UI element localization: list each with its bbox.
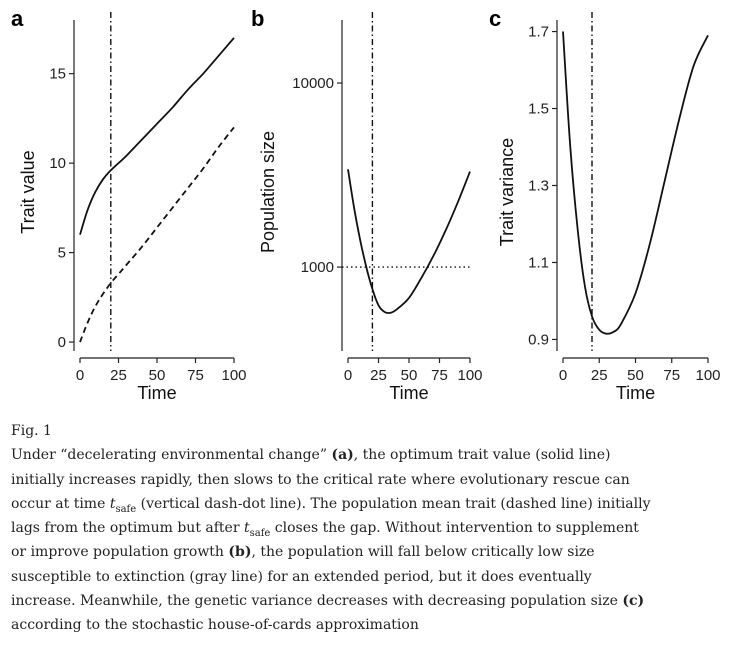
panel-c-y-tick-label: 1.1 xyxy=(528,254,549,271)
panel-ref-b: (b) xyxy=(228,544,252,561)
panel-b-y-tick-label: 10000 xyxy=(292,75,334,92)
panel-a-x-tick-label: 0 xyxy=(76,367,84,384)
panel-c-x-tick-label: 100 xyxy=(695,367,720,384)
panel-a-y-tick-label: 5 xyxy=(58,245,66,262)
panel-c-letter: c xyxy=(489,6,501,31)
figure-panel: a 0 5 10 15 0 25 50 75 100 Time Trait value b 1000 100… xyxy=(8,6,720,401)
panel-c-y-tick-label: 1.7 xyxy=(528,24,549,41)
panel-c-y-tick-label: 1.5 xyxy=(528,101,549,118)
panel-a-y-tick-label: 15 xyxy=(49,66,66,83)
panel-b-x-tick-label: 25 xyxy=(370,367,387,384)
panel-c-x-tick-label: 0 xyxy=(559,367,567,384)
panel-a-series-dashed-line xyxy=(79,126,235,343)
panel-c-x-axis-title: Time xyxy=(616,383,655,401)
panel-a-y-tick-label: 10 xyxy=(49,155,66,172)
panel-a-x-tick-label: 25 xyxy=(110,367,127,384)
caption-text: Under “decelerating environmental change… xyxy=(11,447,651,634)
panel-b-x-tick-label: 75 xyxy=(431,367,448,384)
panel-c-y-tick-label: 0.9 xyxy=(528,331,549,348)
panel-b-x-tick-label: 0 xyxy=(344,367,352,384)
panel-b-x-tick-label: 50 xyxy=(401,367,418,384)
panel-a-y-axis-title: Trait value xyxy=(18,150,38,233)
figure-caption: Fig. 1 Under “decelerating environmental… xyxy=(11,419,651,638)
panel-c-x-tick-label: 75 xyxy=(663,367,680,384)
panel-ref-c: (c) xyxy=(622,593,645,610)
panel-b-letter: b xyxy=(251,6,264,31)
panel-a-x-tick-label: 100 xyxy=(221,367,246,384)
panel-ref-a: (a) xyxy=(331,447,354,464)
panel-c-y-axis-title: Trait variance xyxy=(497,138,517,246)
panel-c-y-tick-label: 1.3 xyxy=(528,178,549,195)
panel-a-y-tick-label: 0 xyxy=(58,334,66,351)
panel-b-x-axis-title: Time xyxy=(389,383,428,401)
panel-a-x-tick-label: 50 xyxy=(149,367,166,384)
panel-c-series-solid-line xyxy=(562,31,709,335)
panel-b-y-axis-title: Population size xyxy=(258,131,278,253)
panel-c-x-tick-label: 25 xyxy=(591,367,608,384)
panel-a-x-tick-label: 75 xyxy=(187,367,204,384)
panel-a-x-axis-title: Time xyxy=(137,383,176,401)
panel-b-x-tick-label: 100 xyxy=(457,367,482,384)
panel-b-series-solid-line xyxy=(347,169,471,314)
panel-a-series-solid-line xyxy=(79,37,235,235)
panel-c-x-tick-label: 50 xyxy=(627,367,644,384)
panel-b-y-tick-label: 1000 xyxy=(301,259,334,276)
panel-a-letter: a xyxy=(11,6,24,31)
figure-label: Fig. 1 xyxy=(11,423,52,439)
